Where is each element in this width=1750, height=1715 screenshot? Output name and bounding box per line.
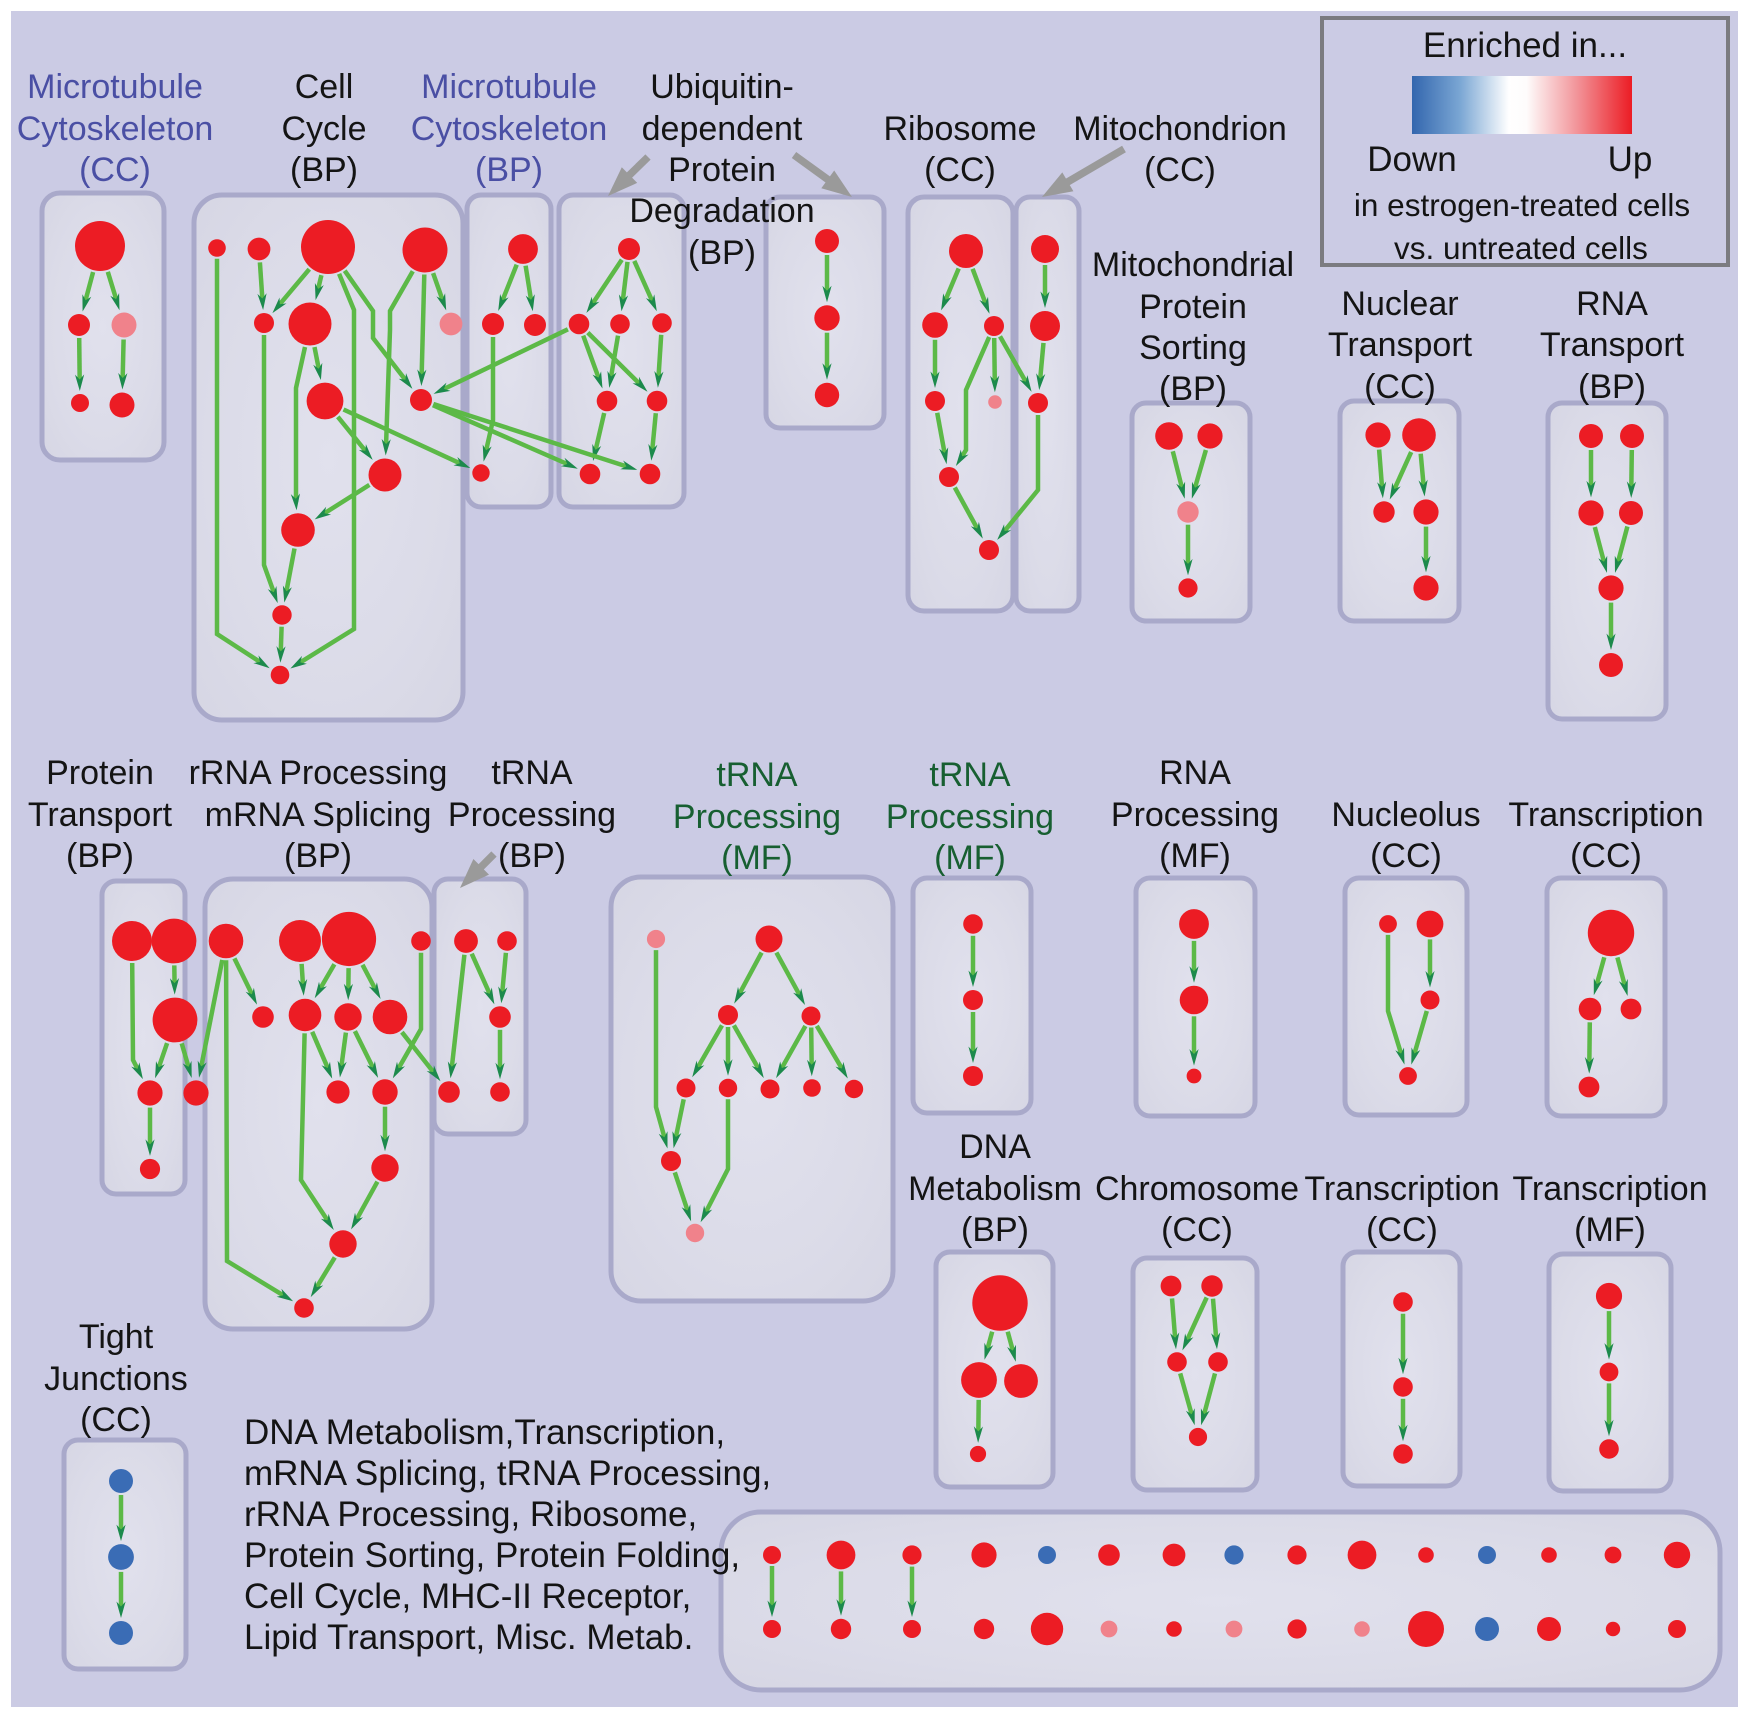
svg-text:mRNA Splicing, tRNA Processing: mRNA Splicing, tRNA Processing, bbox=[244, 1454, 771, 1493]
svg-text:(BP): (BP) bbox=[1578, 368, 1646, 406]
svg-text:Protein Sorting, Protein Foldi: Protein Sorting, Protein Folding, bbox=[244, 1536, 740, 1575]
svg-text:(MF): (MF) bbox=[934, 839, 1006, 877]
svg-text:Transport: Transport bbox=[28, 796, 173, 834]
svg-text:(MF): (MF) bbox=[1574, 1211, 1646, 1249]
svg-text:Transcription: Transcription bbox=[1304, 1170, 1499, 1208]
svg-text:(BP): (BP) bbox=[66, 837, 134, 875]
svg-text:Protein: Protein bbox=[46, 754, 154, 792]
svg-text:(BP): (BP) bbox=[688, 234, 756, 272]
svg-text:Nuclear: Nuclear bbox=[1341, 285, 1458, 323]
svg-text:Processing: Processing bbox=[448, 796, 616, 834]
svg-text:dependent: dependent bbox=[642, 110, 803, 148]
svg-text:(CC): (CC) bbox=[1364, 368, 1436, 406]
svg-text:Processing: Processing bbox=[886, 798, 1054, 836]
svg-text:Cell: Cell bbox=[295, 68, 354, 106]
svg-text:(BP): (BP) bbox=[284, 837, 352, 875]
svg-text:Cell Cycle, MHC-II Receptor,: Cell Cycle, MHC-II Receptor, bbox=[244, 1577, 691, 1616]
svg-text:(CC): (CC) bbox=[79, 151, 151, 189]
svg-text:tRNA: tRNA bbox=[716, 756, 798, 794]
svg-text:DNA: DNA bbox=[959, 1128, 1031, 1166]
svg-text:Lipid Transport, Misc. Metab.: Lipid Transport, Misc. Metab. bbox=[244, 1618, 693, 1657]
svg-text:(CC): (CC) bbox=[80, 1401, 152, 1439]
svg-text:Ubiquitin-: Ubiquitin- bbox=[650, 68, 794, 106]
svg-text:Tight: Tight bbox=[79, 1318, 154, 1356]
svg-text:Mitochondrion: Mitochondrion bbox=[1073, 110, 1287, 148]
svg-text:Chromosome: Chromosome bbox=[1095, 1170, 1299, 1208]
svg-text:Sorting: Sorting bbox=[1139, 329, 1247, 367]
svg-text:Enriched in...: Enriched in... bbox=[1423, 26, 1627, 65]
svg-text:(BP): (BP) bbox=[1159, 370, 1227, 408]
svg-text:Protein: Protein bbox=[1139, 288, 1247, 326]
svg-text:(CC): (CC) bbox=[1570, 837, 1642, 875]
svg-text:tRNA: tRNA bbox=[491, 754, 573, 792]
svg-text:Transcription: Transcription bbox=[1508, 796, 1703, 834]
svg-text:Protein: Protein bbox=[668, 151, 776, 189]
svg-text:Transcription: Transcription bbox=[1512, 1170, 1707, 1208]
svg-text:DNA Metabolism,Transcription,: DNA Metabolism,Transcription, bbox=[244, 1413, 725, 1452]
svg-text:Down: Down bbox=[1367, 140, 1456, 179]
svg-text:tRNA: tRNA bbox=[929, 756, 1011, 794]
svg-text:Processing: Processing bbox=[673, 798, 841, 836]
svg-text:Transport: Transport bbox=[1328, 326, 1473, 364]
svg-text:(CC): (CC) bbox=[1370, 837, 1442, 875]
svg-text:RNA: RNA bbox=[1576, 285, 1648, 323]
svg-text:Metabolism: Metabolism bbox=[908, 1170, 1082, 1208]
svg-text:rRNA Processing: rRNA Processing bbox=[189, 754, 448, 792]
svg-text:rRNA Processing, Ribosome,: rRNA Processing, Ribosome, bbox=[244, 1495, 697, 1534]
svg-text:Ribosome: Ribosome bbox=[883, 110, 1036, 148]
svg-text:(MF): (MF) bbox=[1159, 837, 1231, 875]
svg-text:RNA: RNA bbox=[1159, 754, 1231, 792]
svg-text:Cycle: Cycle bbox=[281, 110, 366, 148]
svg-text:(CC): (CC) bbox=[924, 151, 996, 189]
svg-text:(CC): (CC) bbox=[1161, 1211, 1233, 1249]
svg-text:Cytoskeleton: Cytoskeleton bbox=[17, 110, 214, 148]
svg-text:(CC): (CC) bbox=[1366, 1211, 1438, 1249]
svg-text:(CC): (CC) bbox=[1144, 151, 1216, 189]
svg-text:Microtubule: Microtubule bbox=[421, 68, 597, 106]
svg-text:Cytoskeleton: Cytoskeleton bbox=[411, 110, 608, 148]
svg-text:(MF): (MF) bbox=[721, 839, 793, 877]
svg-text:mRNA Splicing: mRNA Splicing bbox=[205, 796, 432, 834]
svg-text:(BP): (BP) bbox=[498, 837, 566, 875]
svg-text:Transport: Transport bbox=[1540, 326, 1685, 364]
svg-text:(BP): (BP) bbox=[961, 1211, 1029, 1249]
svg-text:Mitochondrial: Mitochondrial bbox=[1092, 246, 1294, 284]
svg-text:in estrogen-treated cells: in estrogen-treated cells bbox=[1354, 187, 1690, 223]
svg-text:vs. untreated cells: vs. untreated cells bbox=[1394, 230, 1648, 266]
svg-text:Processing: Processing bbox=[1111, 796, 1279, 834]
svg-text:Junctions: Junctions bbox=[44, 1360, 188, 1398]
svg-text:(BP): (BP) bbox=[290, 151, 358, 189]
svg-text:(BP): (BP) bbox=[475, 151, 543, 189]
svg-text:Nucleolus: Nucleolus bbox=[1331, 796, 1480, 834]
svg-text:Microtubule: Microtubule bbox=[27, 68, 203, 106]
svg-text:Degradation: Degradation bbox=[629, 192, 814, 230]
svg-text:Up: Up bbox=[1608, 140, 1653, 179]
